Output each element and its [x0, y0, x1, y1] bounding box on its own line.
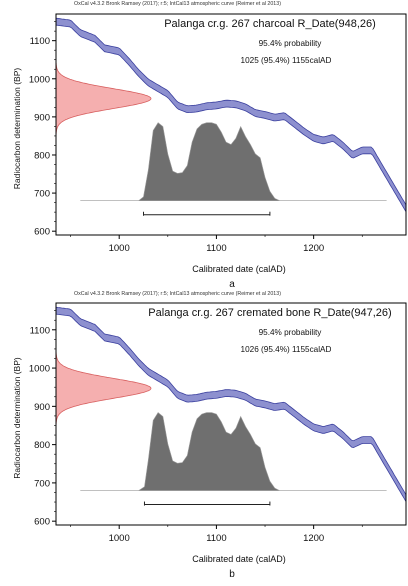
y-tick-label: 1000	[29, 74, 50, 85]
y-tick-label: 600	[34, 517, 50, 528]
y-tick-label: 800	[34, 150, 50, 161]
y-tick-label: 800	[34, 440, 50, 451]
radiocarbon-date-outline	[56, 59, 152, 139]
posterior-distribution	[80, 412, 387, 491]
x-axis-label: Calibrated date (calAD)	[192, 264, 286, 274]
plot-area	[56, 17, 406, 212]
y-axis-label: Radiocarbon determination (BP)	[12, 357, 22, 479]
calibration-curve-upper	[56, 17, 406, 206]
probability-label: 95.4% probability	[259, 328, 323, 337]
calibration-curve-lower	[56, 24, 406, 212]
plot-frame	[55, 13, 407, 236]
calibration-curve-upper	[56, 306, 406, 495]
chart-panel-b: OxCal v4.3.2 Bronk Ramsey (2017); r:5; I…	[12, 291, 407, 580]
range-label: 1025 (95.4%) 1155calAD	[241, 56, 332, 65]
chart-title: Palanga cr.g. 267 charcoal R_Date(948,26…	[164, 18, 376, 30]
y-tick-label: 1000	[29, 364, 50, 375]
y-tick-label: 700	[34, 189, 50, 200]
panel-label: b	[229, 569, 235, 580]
y-tick-label: 900	[34, 402, 50, 413]
x-tick-label: 1100	[206, 533, 226, 544]
y-tick-label: 900	[34, 112, 50, 123]
posterior-distribution	[80, 122, 387, 201]
calibration-curve-band	[56, 307, 406, 502]
chart-title: Palanga cr.g. 267 cremated bone R_Date(9…	[148, 307, 391, 319]
chart-panel-a: OxCal v4.3.2 Bronk Ramsey (2017); r:5; I…	[12, 1, 407, 290]
credit-line: OxCal v4.3.2 Bronk Ramsey (2017); r:5; I…	[74, 291, 281, 297]
x-axis-label: Calibrated date (calAD)	[192, 554, 286, 564]
x-tick-label: 1000	[109, 533, 130, 544]
radiocarbon-date-distribution	[56, 58, 151, 139]
x-tick-label: 1100	[206, 243, 226, 254]
radiocarbon-date-distribution	[56, 348, 151, 429]
credit-line: OxCal v4.3.2 Bronk Ramsey (2017); r:5; I…	[74, 1, 281, 7]
x-tick-label: 1200	[303, 243, 324, 254]
y-tick-label: 1100	[30, 325, 50, 336]
calibration-curve-band	[56, 18, 406, 212]
y-tick-label: 600	[34, 227, 50, 238]
plot-area	[56, 306, 406, 502]
x-tick-label: 1000	[109, 243, 130, 254]
panel-label: a	[229, 279, 235, 290]
y-tick-label: 700	[34, 478, 50, 489]
plot-frame	[55, 302, 407, 526]
probability-label: 95.4% probability	[259, 39, 323, 48]
x-tick-label: 1200	[303, 533, 324, 544]
calibration-curve-lower	[56, 313, 406, 502]
radiocarbon-date-outline	[56, 348, 152, 429]
y-axis-label: Radiocarbon determination (BP)	[12, 68, 22, 190]
y-tick-label: 1100	[30, 36, 50, 47]
range-label: 1026 (95.4%) 1155calAD	[241, 345, 332, 354]
